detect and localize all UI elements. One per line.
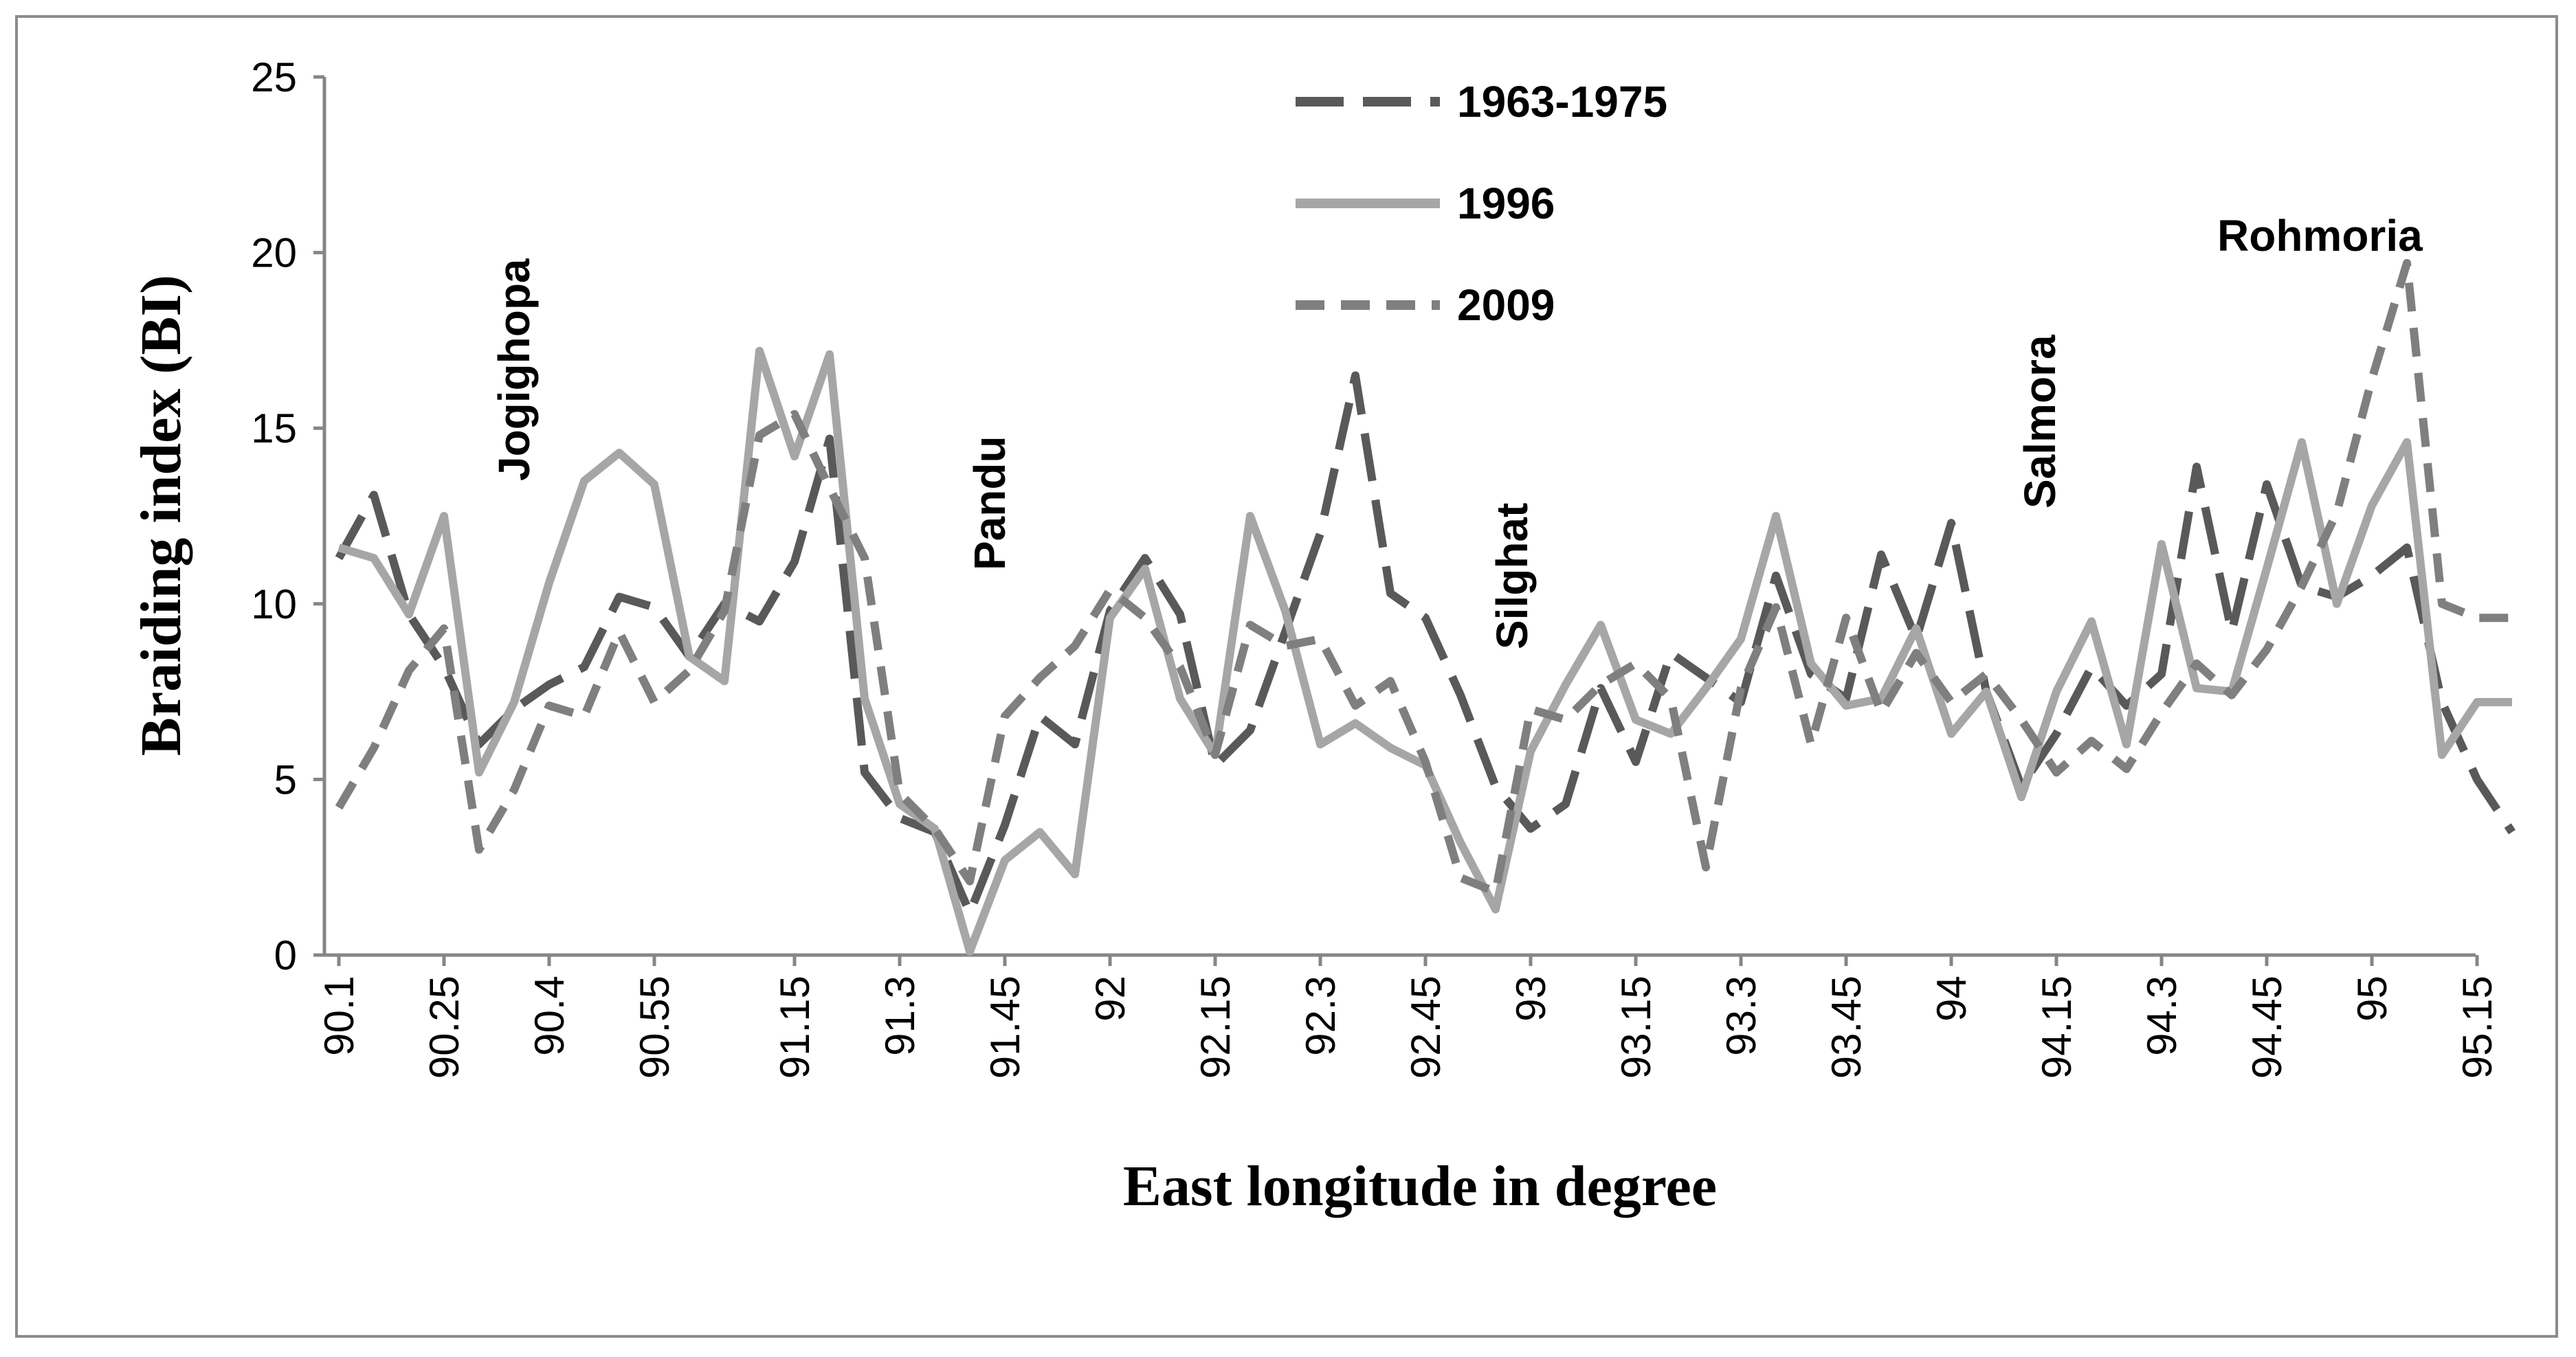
x-tick-label: 93.45 — [1823, 976, 1869, 1079]
series-layer — [335, 258, 2516, 956]
x-tick-label: 94.3 — [2139, 976, 2185, 1056]
y-tick-label: 10 — [251, 581, 297, 627]
y-axis-title: Braiding index (BI) — [129, 275, 193, 756]
legend-label-1996: 1996 — [1457, 179, 1555, 228]
x-tick-label: 90.55 — [632, 976, 678, 1079]
y-tick-label: 5 — [274, 756, 297, 803]
x-tick-label: 92.15 — [1192, 976, 1239, 1079]
x-tick-label: 91.45 — [982, 976, 1028, 1079]
legend-label-2009: 2009 — [1457, 280, 1555, 330]
series-line-2009 — [335, 258, 2512, 896]
x-tick-label: 90.4 — [526, 976, 573, 1056]
legend-label-1963-1975: 1963-1975 — [1457, 77, 1667, 126]
series-line-1996 — [337, 346, 2512, 956]
y-tick-label: 15 — [251, 405, 297, 451]
x-axis: 90.1 90.25 90.4 90.55 91.15 91.3 91.45 92 92.15 9… — [316, 953, 2500, 1079]
annotation-salmora: Salmora — [2015, 335, 2065, 508]
x-tick-label: 93.3 — [1718, 976, 1764, 1056]
y-tick-label: 25 — [251, 54, 297, 100]
annotation-pandu: Pandu — [965, 436, 1014, 570]
annotation-rohmoria: Rohmoria — [2217, 211, 2423, 260]
x-tick-label: 92.45 — [1403, 976, 1449, 1079]
x-tick-label: 90.25 — [421, 976, 467, 1079]
legend: 1963-1975 1996 2009 — [1296, 77, 1667, 330]
x-tick-label: 94.45 — [2244, 976, 2290, 1079]
annotation-jogighopa: Jogighopa — [489, 258, 539, 481]
x-tick-label: 91.3 — [877, 976, 923, 1056]
y-tick-label: 0 — [274, 932, 297, 978]
x-tick-label: 91.15 — [772, 976, 818, 1079]
x-tick-label: 95 — [2349, 976, 2395, 1022]
y-axis: 0 5 10 15 20 25 — [251, 54, 326, 978]
series-line-1963-1975 — [335, 371, 2516, 917]
x-tick-label: 93.15 — [1613, 976, 1659, 1079]
x-tick-label: 93 — [1508, 976, 1554, 1022]
y-tick-label: 20 — [251, 230, 297, 276]
chart-frame — [15, 15, 2558, 1338]
x-tick-label: 92.3 — [1298, 976, 1344, 1056]
x-tick-label: 95.15 — [2454, 976, 2500, 1079]
x-axis-title: East longitude in degree — [1123, 1154, 1717, 1218]
annotation-silghat: Silghat — [1487, 503, 1537, 649]
x-tick-label: 94 — [1929, 976, 1975, 1022]
x-tick-label: 94.15 — [2034, 976, 2080, 1079]
x-tick-label: 90.1 — [316, 976, 362, 1056]
x-tick-label: 92 — [1087, 976, 1133, 1022]
